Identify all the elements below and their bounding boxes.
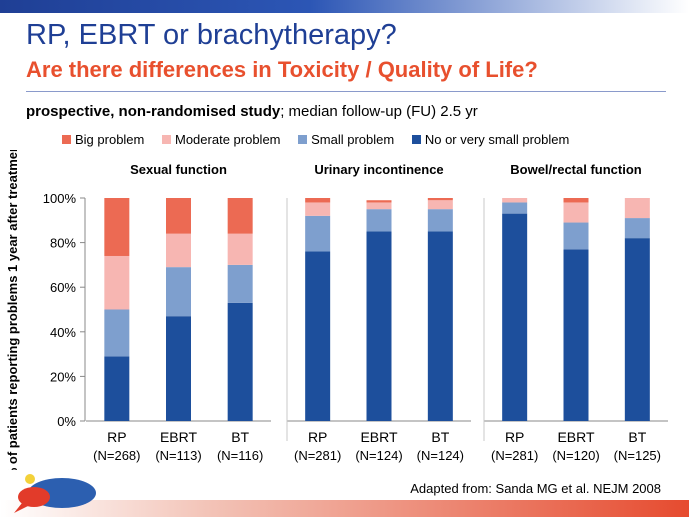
bar-segment-small (166, 267, 191, 317)
bar-segment-small (624, 218, 650, 239)
bar-segment-moderate (104, 255, 130, 310)
bar-segment-none (227, 302, 253, 421)
bar-segment-moderate (427, 200, 453, 210)
x-tick-label: EBRT (360, 429, 398, 445)
sample-size-label: (N=268) (93, 448, 140, 463)
slide-title: RP, EBRT or brachytherapy? (26, 19, 397, 51)
y-tick-label: 40% (50, 325, 76, 340)
legend-swatch-moderate (162, 135, 171, 144)
bar-segment-small (104, 309, 130, 357)
bar-segment-big (305, 198, 331, 203)
bar-segment-small (427, 209, 453, 232)
bar-segment-moderate (305, 202, 331, 216)
legend-label-none: No or very small problem (424, 132, 570, 147)
sample-size-label: (N=125) (614, 448, 661, 463)
bar-segment-small (563, 222, 589, 250)
y-tick-label: 80% (50, 236, 76, 251)
bar-segment-big (563, 198, 589, 203)
study-description: prospective, non-randomised study; media… (26, 103, 478, 120)
sample-size-label: (N=124) (355, 448, 402, 463)
title-divider (26, 91, 666, 92)
sample-size-label: (N=281) (294, 448, 341, 463)
bar-segment-small (227, 264, 253, 303)
legend-label-moderate: Moderate problem (175, 132, 281, 147)
y-tick-label: 20% (50, 369, 76, 384)
bar-segment-moderate (502, 198, 528, 203)
y-tick-label: 100% (43, 191, 77, 206)
sample-size-label: (N=113) (155, 448, 201, 463)
bar-segment-small (366, 209, 392, 232)
bottom-accent-bar (0, 500, 689, 517)
bar-segment-moderate (563, 202, 589, 223)
group-title: Bowel/rectal function (510, 162, 642, 177)
x-tick-label: RP (505, 429, 524, 445)
source-citation: Adapted from: Sanda MG et al. NEJM 2008 (410, 481, 661, 496)
speech-bubbles-logo-icon (14, 474, 96, 513)
bar-segment-moderate (166, 233, 191, 268)
legend-label-big: Big problem (75, 132, 145, 147)
bar-segment-small (305, 215, 331, 252)
x-tick-label: EBRT (557, 429, 595, 445)
bar-segment-big (427, 198, 453, 201)
group-title: Sexual function (130, 162, 227, 177)
y-axis-title: % of patients reporting problems 1 year … (5, 150, 20, 470)
bar-segment-big (227, 198, 253, 234)
sample-size-label: (N=116) (217, 448, 263, 463)
legend-item-moderate: Moderate problem (162, 132, 281, 147)
sample-size-label: (N=281) (491, 448, 538, 463)
bar-segment-none (104, 356, 130, 421)
bar-segment-none (502, 213, 528, 421)
slide-subtitle: Are there differences in Toxicity / Qual… (26, 57, 538, 82)
bar-segment-big (366, 200, 392, 203)
y-tick-label: 60% (50, 280, 76, 295)
sample-size-label: (N=124) (417, 448, 464, 463)
bar-segment-moderate (366, 202, 392, 210)
x-tick-label: BT (431, 429, 449, 445)
legend-swatch-small (298, 135, 308, 144)
bar-segment-none (624, 238, 650, 421)
top-accent-bar (0, 0, 689, 13)
legend-label-small: Small problem (311, 132, 395, 147)
legend-item-none: No or very small problem (411, 132, 570, 147)
chart-legend: Big problem Moderate problem Small probl… (62, 132, 583, 150)
bar-segment-none (427, 231, 453, 421)
study-type: prospective, non-randomised study (26, 103, 281, 120)
bar-segment-moderate (227, 233, 253, 265)
stacked-bar-chart: % of patients reporting problems 1 year … (5, 150, 668, 470)
bar-segment-none (305, 251, 331, 421)
bar-segment-none (366, 231, 392, 421)
x-tick-label: EBRT (160, 429, 198, 445)
legend-swatch-big (62, 135, 71, 144)
legend-swatch-none (411, 135, 421, 144)
bar-segment-moderate (624, 198, 650, 219)
bar-segment-big (104, 198, 130, 256)
legend-item-big: Big problem (62, 132, 144, 147)
bar-segment-none (563, 249, 589, 421)
x-tick-label: BT (628, 429, 646, 445)
study-followup: ; median follow-up (FU) 2.5 yr (280, 103, 478, 120)
bar-segment-small (502, 202, 528, 214)
bar-segment-none (166, 316, 191, 421)
x-tick-label: BT (231, 429, 249, 445)
y-tick-label: 0% (57, 414, 76, 429)
x-tick-label: RP (107, 429, 126, 445)
group-title: Urinary incontinence (314, 162, 443, 177)
x-tick-label: RP (308, 429, 327, 445)
legend-item-small: Small problem (298, 132, 394, 147)
bar-segment-big (166, 198, 191, 234)
sample-size-label: (N=120) (552, 448, 599, 463)
